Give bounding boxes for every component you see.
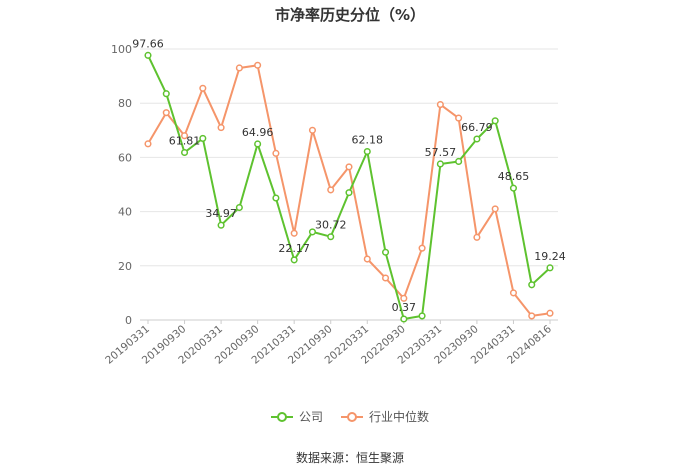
data-label-company-0: 97.66 <box>132 37 164 50</box>
data-label-company-20: 48.65 <box>498 170 530 183</box>
point-industry-18 <box>473 233 481 241</box>
data-label-company-4: 34.97 <box>205 207 237 220</box>
point-industry-0 <box>144 140 152 148</box>
point-industry-7 <box>272 149 280 157</box>
point-industry-17 <box>455 114 463 122</box>
point-industry-20 <box>509 289 518 297</box>
data-label-company-8: 22.17 <box>278 242 310 255</box>
point-industry-21 <box>528 312 536 320</box>
y-tick-label-40: 40 <box>118 206 132 219</box>
point-industry-6 <box>254 61 262 69</box>
point-company-16 <box>436 160 444 168</box>
y-tick-label-100: 100 <box>111 43 132 56</box>
point-industry-12 <box>363 255 371 263</box>
data-label-company-22: 19.24 <box>534 250 566 263</box>
legend-label-industry: 行业中位数 <box>369 410 430 424</box>
point-company-15 <box>418 312 426 320</box>
point-company-21 <box>528 281 536 289</box>
point-company-6 <box>254 140 262 148</box>
point-company-10 <box>327 233 335 241</box>
point-company-2 <box>180 148 189 157</box>
data-label-company-12: 62.18 <box>352 133 384 146</box>
point-industry-3 <box>199 84 207 92</box>
series-line-company <box>147 54 551 320</box>
point-industry-19 <box>491 205 499 213</box>
point-industry-22 <box>546 309 554 317</box>
y-tick-label-0: 0 <box>125 314 132 327</box>
legend-label-company: 公司 <box>298 410 323 424</box>
point-industry-15 <box>418 244 426 252</box>
data-label-company-16: 57.57 <box>425 146 457 159</box>
point-industry-13 <box>381 274 390 282</box>
point-company-8 <box>290 256 298 264</box>
point-industry-9 <box>308 126 317 134</box>
point-industry-5 <box>235 64 243 72</box>
point-industry-2 <box>180 132 189 140</box>
point-company-18 <box>473 135 481 143</box>
data-label-company-6: 64.96 <box>242 126 274 139</box>
point-industry-11 <box>345 163 353 171</box>
point-company-20 <box>509 184 518 192</box>
point-company-11 <box>345 189 353 197</box>
y-tick-label-80: 80 <box>118 97 132 110</box>
point-company-4 <box>217 221 225 229</box>
point-company-9 <box>308 228 317 236</box>
point-industry-16 <box>436 101 444 109</box>
point-company-22 <box>546 264 554 272</box>
grid-lines <box>140 48 558 321</box>
legend-swatch-industry <box>341 411 363 423</box>
data-label-company-18: 66.79 <box>461 121 493 134</box>
point-industry-14 <box>400 294 408 302</box>
point-industry-8 <box>290 229 298 237</box>
y-tick-label-60: 60 <box>118 151 132 164</box>
line-chart: 0204060801002019033120190930202003312020… <box>103 37 566 367</box>
legend: 公司 行业中位数 <box>0 408 700 425</box>
chart-title: 市净率历史分位（%） <box>274 6 426 24</box>
data-source: 数据来源：恒生聚源 <box>295 451 404 465</box>
point-company-19 <box>491 117 499 125</box>
point-company-1 <box>162 90 170 98</box>
legend-item-industry[interactable]: 行业中位数 <box>341 408 429 425</box>
data-label-company-2: 61.81 <box>169 134 201 147</box>
point-company-12 <box>363 147 371 156</box>
point-company-14 <box>400 315 408 323</box>
data-label-company-10: 30.72 <box>315 219 347 232</box>
data-labels: 97.66 61.81 34.97 64.96 22.17 30.72 62.18 0.37 5… <box>132 37 566 314</box>
point-industry-4 <box>217 124 225 132</box>
point-industry-1 <box>162 109 170 117</box>
y-tick-label-20: 20 <box>118 260 132 273</box>
point-company-5 <box>235 203 243 212</box>
legend-item-company[interactable]: 公司 <box>270 408 323 425</box>
point-company-13 <box>381 248 390 256</box>
legend-swatch-company <box>270 411 293 423</box>
point-industry-10 <box>327 186 335 194</box>
point-company-0 <box>144 51 152 59</box>
series <box>144 51 554 323</box>
point-company-17 <box>455 157 463 166</box>
point-company-3 <box>199 134 207 142</box>
axes: 0204060801002019033120190930202003312020… <box>103 43 554 367</box>
point-company-7 <box>272 194 280 202</box>
data-label-company-14: 0.37 <box>392 301 417 314</box>
